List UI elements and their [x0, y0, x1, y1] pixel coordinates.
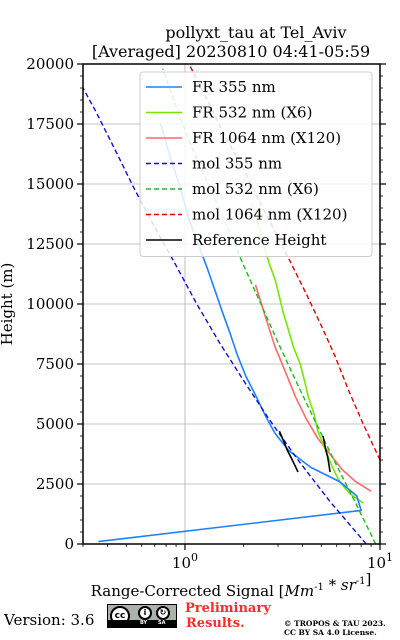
license-label-by: BY [140, 620, 148, 626]
license-label-bar [108, 620, 176, 627]
series-line-reference-height [278, 430, 299, 473]
preliminary-line2: Results. [186, 616, 245, 631]
x-tick-label: 100 [172, 551, 198, 572]
legend-label: FR 532 nm (X6) [192, 104, 312, 122]
y-tick-label: 12500 [26, 235, 74, 253]
series-line-reference-height [322, 435, 331, 473]
share-alike-icon: ↻ [156, 606, 170, 620]
x-tick-label: 101 [367, 551, 393, 572]
y-tick-label: 2500 [36, 475, 74, 493]
preliminary-line1: Preliminary [185, 601, 271, 616]
y-tick-label: 15000 [26, 175, 74, 193]
legend-box [139, 71, 373, 257]
y-tick-label: 20000 [26, 55, 74, 73]
y-tick-label: 17500 [26, 115, 74, 133]
copyright-notice: © TROPOS & TAU 2023. CC BY SA 4.0 Licens… [284, 619, 386, 637]
legend: FR 355 nm FR 532 nm (X6) FR 1064 nm (X120)… [139, 71, 373, 257]
axes: 0 2500 5000 7500 10000 12500 15000 17500 20000 10… [26, 55, 393, 572]
y-tick-label: 7500 [36, 355, 74, 373]
cc-license-badge: cc i ↻ BY SA [107, 604, 177, 628]
license-label-sa: SA [158, 620, 166, 626]
x-axis-label: Range-Corrected Signal [Mm-1 * sr-1] [91, 570, 372, 600]
series-line-mol-1064-nm-x120- [188, 64, 380, 461]
copyright-line2: CC BY SA 4.0 License. [284, 628, 377, 637]
y-tick-label: 10000 [26, 295, 74, 313]
series-line-mol-355-nm [83, 87, 367, 544]
preliminary-notice: Preliminary Results. [185, 601, 271, 631]
copyright-line1: © TROPOS & TAU 2023. [284, 619, 386, 628]
legend-label: FR 355 nm [192, 78, 276, 96]
series-line-fr-1064-nm-x120- [254, 284, 372, 492]
legend-label: FR 1064 nm (X120) [192, 129, 341, 147]
chart: pollyxt_tau at Tel_Aviv [Averaged] 20230… [0, 23, 393, 600]
chart-title-line1: pollyxt_tau at Tel_Aviv [165, 23, 346, 42]
legend-label: mol 532 nm (X6) [192, 180, 319, 198]
version-label: Version: 3.6 [4, 611, 95, 629]
attribution-icon: i [138, 606, 152, 620]
legend-label: Reference Height [192, 231, 326, 249]
series-line-fr-532-nm-x6- [251, 202, 364, 504]
chart-title-line2: [Averaged] 20230810 04:41-05:59 [92, 42, 370, 61]
y-tick-label: 0 [64, 535, 74, 553]
legend-label: mol 355 nm [192, 155, 282, 173]
y-axis-label: Height (m) [0, 263, 16, 346]
legend-label: mol 1064 nm (X120) [192, 206, 347, 224]
y-tick-label: 5000 [36, 415, 74, 433]
